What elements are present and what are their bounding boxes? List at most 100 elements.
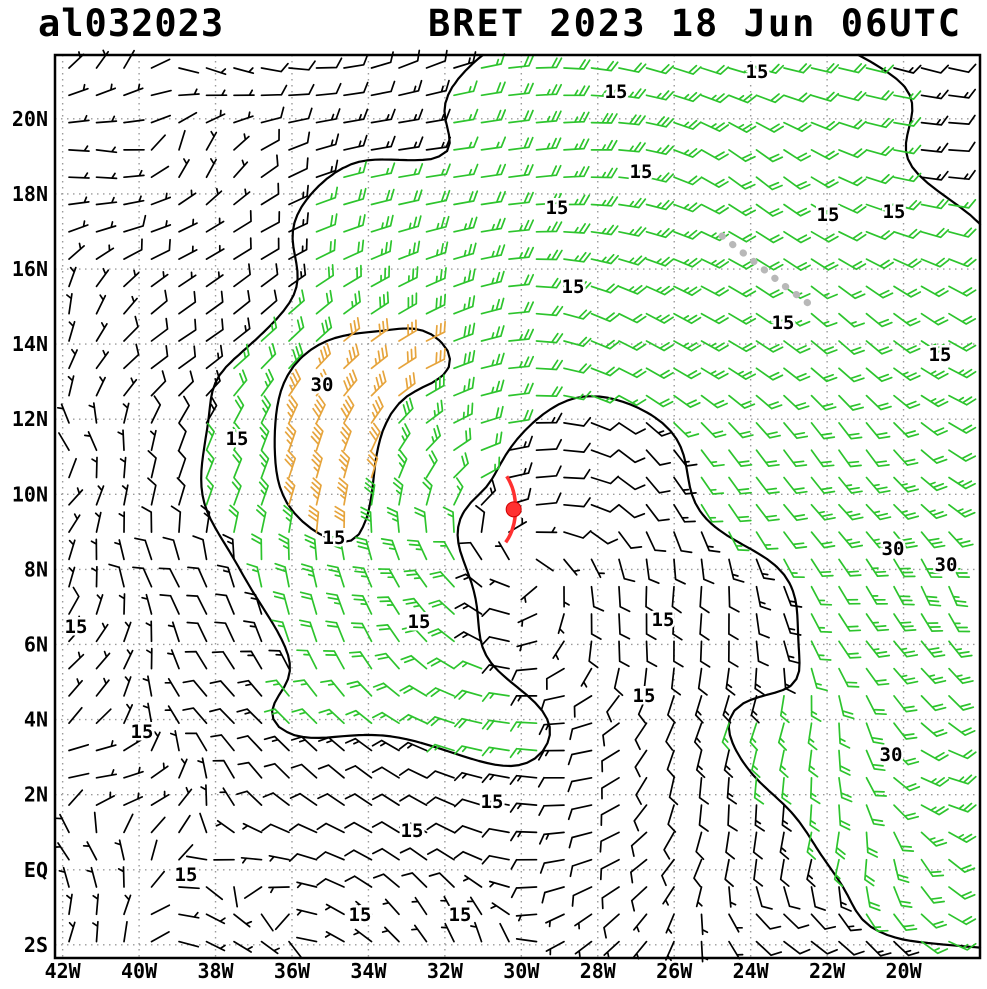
wind-barb — [453, 190, 479, 206]
wind-barb — [755, 422, 781, 439]
wind-barb — [219, 787, 235, 806]
wind-barb — [667, 695, 676, 724]
wind-barb — [673, 64, 702, 75]
wind-barb — [343, 369, 358, 397]
wind-barb — [948, 114, 976, 125]
wind-barb — [694, 695, 704, 724]
contour-label: 15 — [401, 820, 424, 842]
wind-barb — [381, 926, 400, 943]
wind-barb — [315, 108, 341, 124]
wind-barb — [755, 312, 784, 326]
wind-barb — [810, 367, 838, 383]
contour-label: 15 — [175, 864, 198, 886]
wind-barb — [728, 121, 757, 133]
wind-barb — [618, 62, 647, 73]
wind-barb — [123, 49, 135, 69]
wind-barb — [118, 593, 126, 615]
wind-barb — [205, 886, 224, 901]
wind-barb — [425, 49, 448, 69]
wind-barb — [263, 735, 290, 752]
wind-barb — [645, 640, 658, 668]
wind-barb — [599, 858, 620, 881]
wind-barb — [260, 289, 278, 315]
wind-barb — [398, 397, 414, 424]
wind-barb — [700, 340, 729, 352]
wind-barb — [425, 424, 442, 452]
wind-barb — [95, 622, 109, 643]
wind-barb — [590, 312, 620, 323]
wind-barb — [920, 64, 950, 74]
wind-barb — [205, 477, 214, 506]
wind-barb — [314, 368, 329, 397]
wind-barb — [563, 585, 570, 608]
wind-barb — [865, 64, 895, 74]
wind-barb — [68, 651, 85, 670]
wind-barb — [187, 566, 208, 588]
wind-barb — [948, 531, 974, 548]
wind-barb — [920, 722, 948, 738]
wind-barb — [563, 558, 581, 576]
wind-barb — [344, 793, 373, 806]
wind-barb — [55, 813, 70, 834]
wind-barb — [590, 283, 620, 294]
wind-barb — [214, 621, 235, 643]
wind-barb — [618, 585, 631, 613]
wind-barb — [324, 903, 345, 916]
wind-barb — [728, 503, 752, 523]
wind-barb — [318, 708, 345, 725]
wind-barb — [95, 172, 118, 180]
wind-barb — [645, 503, 670, 522]
wind-barb — [865, 613, 890, 632]
wind-barb — [178, 911, 200, 919]
wind-barb — [304, 534, 318, 561]
wind-barb — [783, 203, 811, 217]
wind-barb — [948, 913, 977, 926]
wind-barb — [95, 244, 115, 260]
wind-barb — [299, 591, 318, 615]
wind-barb — [453, 80, 478, 97]
wind-barb — [865, 749, 886, 772]
wind-barb — [920, 312, 949, 326]
wind-barb — [535, 465, 562, 479]
wind-barb — [343, 134, 368, 151]
wind-barb — [399, 821, 428, 834]
wind-barb — [480, 109, 507, 124]
wind-barb — [838, 886, 852, 912]
wind-barb — [123, 238, 143, 260]
wind-barb — [723, 749, 734, 778]
wind-barb — [68, 615, 84, 643]
wind-barb — [599, 831, 620, 853]
wind-barb — [920, 115, 949, 126]
wind-barb — [948, 749, 977, 760]
wind-barb — [893, 503, 920, 520]
wind-barb — [948, 774, 977, 785]
wind-barb — [728, 585, 740, 613]
wind-barb — [488, 880, 510, 888]
wind-barb — [68, 114, 90, 124]
wind-barb — [663, 831, 675, 860]
wind-barb — [893, 367, 921, 381]
wind-barb — [351, 594, 373, 615]
wind-barb — [948, 503, 976, 518]
wind-barb — [725, 667, 736, 696]
wind-barb — [178, 395, 190, 424]
wind-barb — [783, 667, 796, 694]
wind-barb — [603, 940, 620, 959]
wind-barb — [322, 650, 345, 670]
wind-barb — [838, 613, 862, 632]
wind-barb — [920, 613, 944, 632]
contour-label: 15 — [883, 201, 906, 223]
wind-barb — [480, 81, 506, 97]
wind-barb — [343, 264, 362, 288]
wind-barb — [261, 823, 290, 834]
wind-barb — [783, 176, 811, 190]
contour-label: 15 — [562, 276, 585, 298]
wind-barb — [509, 774, 538, 785]
wind-barb — [205, 449, 215, 479]
wind-barb — [508, 191, 534, 206]
wind-barb — [618, 640, 630, 668]
wind-barb — [400, 654, 428, 670]
wind-barb — [538, 804, 565, 816]
wind-barb — [343, 108, 369, 124]
wind-barb — [288, 157, 309, 179]
